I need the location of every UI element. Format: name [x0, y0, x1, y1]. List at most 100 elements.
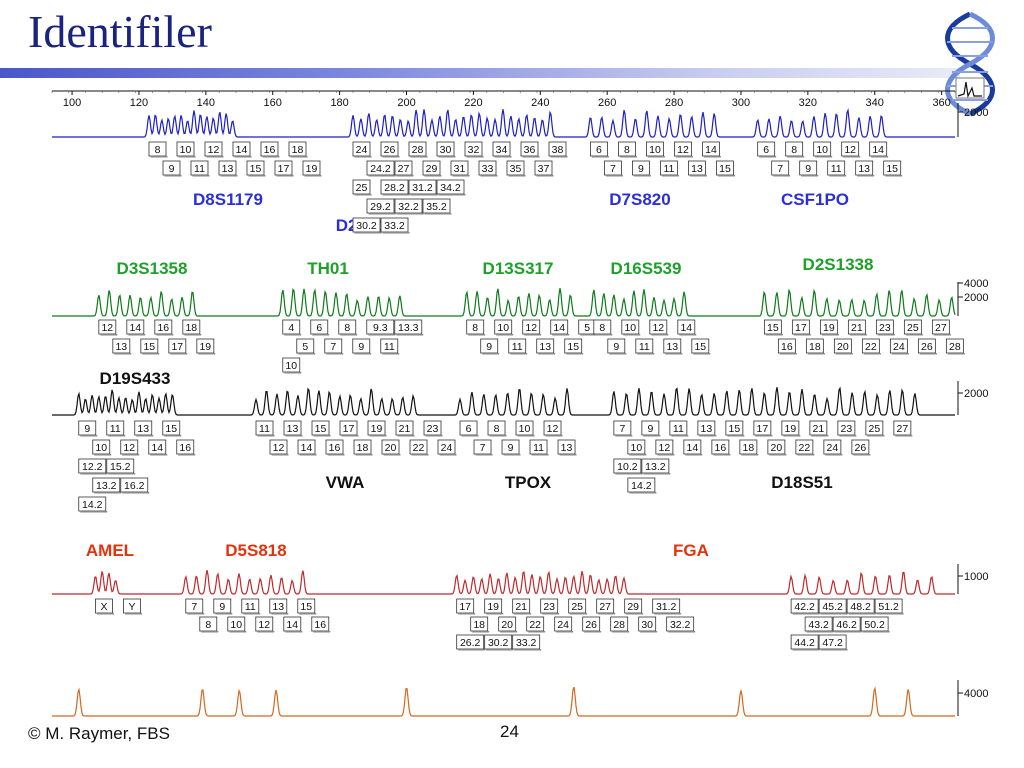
- allele-box-shadow: [382, 353, 400, 355]
- allele-box-shadow: [466, 156, 484, 158]
- allele-box-shadow: [661, 175, 679, 177]
- allele-label: 21: [399, 423, 411, 435]
- allele-box-shadow: [475, 454, 493, 456]
- allele-label: 8: [344, 322, 350, 334]
- allele-box-shadow: [792, 613, 820, 615]
- allele-label: 13: [691, 163, 703, 175]
- trace-line-blue: [52, 108, 955, 138]
- allele-box-shadow: [496, 334, 514, 336]
- allele-label: 24: [827, 442, 839, 454]
- allele-box-shadow: [276, 175, 294, 177]
- allele-box-shadow: [643, 435, 661, 437]
- allele-label: 12: [525, 322, 537, 334]
- allele-box-shadow: [472, 631, 490, 633]
- allele-label: 10: [624, 322, 636, 334]
- allele-box-shadow: [584, 631, 602, 633]
- x-tick-label: 180: [330, 97, 348, 109]
- allele-box-shadow: [570, 613, 588, 615]
- allele-label: 22: [865, 341, 877, 353]
- allele-label: 26: [585, 619, 597, 631]
- allele-label: 11: [259, 423, 270, 435]
- allele-box-shadow: [675, 156, 693, 158]
- allele-label: 28: [949, 341, 961, 353]
- allele-label: 14: [236, 144, 248, 156]
- x-axis: 100 120 140 160 180 200 220 240 260 280 300 320 340 3…: [51, 90, 956, 109]
- allele-box-shadow: [699, 435, 717, 437]
- allele-box-shadow: [806, 631, 834, 633]
- locus-label: TH01: [307, 259, 349, 278]
- allele-box-shadow: [834, 631, 862, 633]
- allele-box-shadow: [248, 175, 266, 177]
- allele-label: 30.2: [488, 637, 509, 649]
- allele-label: 16: [314, 619, 326, 631]
- allele-label: 45.2: [822, 601, 843, 613]
- allele-box-shadow: [142, 353, 160, 355]
- allele-label: 29: [627, 601, 639, 613]
- allele-box-shadow: [877, 334, 895, 336]
- allele-box-shadow: [122, 492, 150, 494]
- allele-label: 15: [300, 601, 312, 613]
- allele-box-shadow: [629, 492, 657, 494]
- allele-box-shadow: [545, 435, 563, 437]
- allele-label: 9: [486, 341, 492, 353]
- allele-box-shadow: [285, 631, 303, 633]
- locus-label: VWA: [326, 473, 365, 492]
- allele-box-shadow: [848, 613, 876, 615]
- allele-box-shadow: [424, 175, 442, 177]
- allele-label: 11: [194, 163, 205, 175]
- allele-box-shadow: [340, 334, 358, 336]
- allele-box-shadow: [94, 454, 112, 456]
- allele-box-shadow: [298, 353, 316, 355]
- allele-box-shadow: [262, 156, 280, 158]
- allele-label: 14.2: [82, 499, 103, 511]
- allele-label: 22: [799, 442, 811, 454]
- allele-label: 15: [143, 341, 155, 353]
- allele-label: 7: [619, 423, 625, 435]
- allele-label: 15: [250, 163, 262, 175]
- allele-label: 35.2: [426, 201, 447, 213]
- allele-label: Y: [128, 601, 135, 613]
- allele-box-shadow: [862, 631, 890, 633]
- allele-label: 10: [497, 322, 509, 334]
- allele-label: 12: [547, 423, 559, 435]
- locus-label: D8S1179: [193, 190, 263, 209]
- allele-label: 11: [110, 423, 121, 435]
- allele-label: 51.2: [878, 601, 899, 613]
- allele-box-shadow: [368, 175, 396, 177]
- allele-box-shadow: [128, 334, 146, 336]
- allele-label: 21: [813, 423, 825, 435]
- allele-label: 10: [519, 423, 531, 435]
- allele-box-shadow: [895, 435, 913, 437]
- allele-box-shadow: [94, 492, 122, 494]
- x-tick-label: 120: [130, 97, 148, 109]
- allele-box-shadow: [759, 156, 777, 158]
- allele-box-shadow: [685, 454, 703, 456]
- allele-label: 20: [837, 341, 849, 353]
- x-tick-label: 260: [598, 97, 616, 109]
- allele-label: 33: [482, 163, 494, 175]
- allele-box-shadow: [354, 156, 372, 158]
- x-tick-label: 200: [397, 97, 415, 109]
- allele-label: 47.2: [822, 637, 843, 649]
- allele-box-shadow: [312, 334, 330, 336]
- allele-box-shadow: [383, 454, 401, 456]
- allele-box-shadow: [615, 435, 633, 437]
- allele-box-shadow: [178, 454, 196, 456]
- allele-label: 7: [777, 163, 783, 175]
- footer-credit: © M. Raymer, FBS: [28, 724, 170, 743]
- allele-label: 8: [791, 144, 797, 156]
- dna-helix-logo-icon: [945, 11, 995, 117]
- allele-box-shadow: [633, 175, 651, 177]
- allele-box-shadow: [313, 631, 331, 633]
- allele-label: 13: [561, 442, 573, 454]
- locus-label: D16S539: [611, 259, 682, 278]
- allele-label: 46.2: [836, 619, 857, 631]
- intensity-scale-label: 4000: [964, 688, 988, 700]
- allele-box-shadow: [439, 454, 457, 456]
- allele-label: 29.2: [370, 201, 391, 213]
- allele-box-shadow: [703, 156, 721, 158]
- allele-box-shadow: [355, 454, 373, 456]
- allele-box-shadow: [566, 353, 584, 355]
- allele-box-shadow: [612, 631, 630, 633]
- allele-label: 21: [515, 601, 527, 613]
